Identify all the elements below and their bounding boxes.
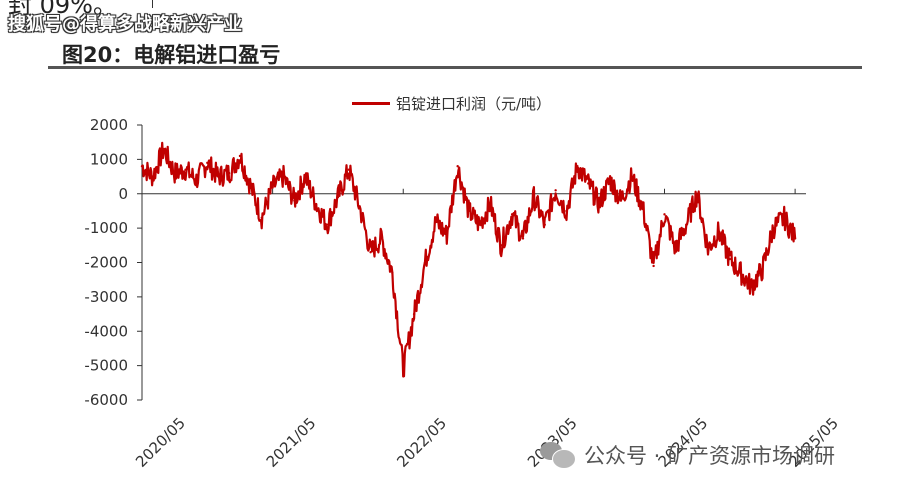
data-point [543, 223, 546, 226]
data-point [597, 202, 601, 206]
data-point [195, 178, 198, 182]
data-point [510, 213, 514, 216]
bottom-watermark: 公众号 · 矿产资源市场调研 [540, 440, 835, 470]
data-point [478, 223, 481, 226]
y-tick-label: -1000 [84, 219, 128, 237]
data-point [467, 209, 470, 213]
chart-legend: 铝锭进口利润（元/吨） [352, 93, 551, 114]
data-point [304, 175, 307, 178]
data-point [412, 312, 416, 316]
data-point [347, 168, 351, 171]
data-point [260, 216, 263, 220]
data-point [227, 171, 231, 175]
data-point [706, 247, 710, 250]
data-point [674, 247, 677, 250]
data-point [173, 171, 176, 175]
data-point [695, 192, 699, 195]
data-point [162, 147, 165, 151]
data-point [282, 175, 285, 178]
data-point [761, 268, 764, 271]
data-point [380, 237, 383, 240]
data-point [391, 271, 394, 275]
data-point [336, 195, 340, 199]
data-point [314, 202, 318, 206]
series-line [141, 141, 797, 378]
text-cursor [152, 0, 153, 8]
legend-line-swatch [352, 102, 390, 105]
data-point [445, 233, 448, 237]
data-point [216, 175, 220, 178]
data-point [434, 220, 438, 223]
y-tick-label: -4000 [84, 322, 128, 340]
data-point [630, 175, 634, 178]
data-point [783, 216, 786, 220]
data-point [750, 285, 753, 288]
data-point [772, 226, 775, 230]
data-point [184, 168, 187, 171]
y-tick-label: -2000 [84, 254, 128, 272]
data-point [151, 175, 155, 178]
data-point [206, 161, 209, 165]
y-tick-label: -6000 [84, 391, 128, 409]
data-point [369, 250, 372, 254]
y-tick-label: 1000 [90, 150, 128, 168]
wechat-icon [540, 442, 576, 469]
y-tick-label: -5000 [84, 357, 128, 375]
title-divider [48, 66, 862, 69]
legend-label: 铝锭进口利润（元/吨） [396, 95, 552, 113]
data-point [641, 206, 644, 209]
data-point [663, 213, 666, 216]
data-point [793, 237, 797, 240]
data-point [652, 264, 655, 268]
data-point [521, 237, 525, 240]
data-point [500, 244, 503, 247]
data-point [402, 367, 405, 371]
cut-off-text: 封 09%。 [8, 0, 117, 19]
x-tick-label: 2020/05 [132, 414, 189, 471]
data-point [717, 230, 721, 233]
x-tick-label: 2022/05 [393, 414, 450, 471]
data-point [619, 199, 623, 202]
y-tick-label: 2000 [90, 116, 128, 134]
data-point [576, 165, 579, 168]
y-tick-label: 0 [118, 185, 128, 203]
data-point [728, 257, 732, 261]
data-point [325, 223, 329, 226]
data-point [489, 202, 492, 206]
data-point [456, 165, 459, 168]
data-point [685, 223, 688, 226]
data-point [249, 185, 253, 189]
y-tick-label: -3000 [84, 288, 128, 306]
top-watermark: 搜狐号@得算多战略新兴产业 [8, 14, 242, 35]
data-point [238, 154, 242, 158]
data-point [358, 206, 361, 209]
data-point [587, 182, 590, 185]
data-point [532, 195, 536, 199]
data-point [140, 165, 144, 168]
data-point [608, 178, 612, 182]
data-point [271, 185, 274, 189]
bottom-watermark-text: 公众号 · 矿产资源市场调研 [584, 444, 836, 468]
data-point [565, 209, 568, 213]
data-point [293, 199, 296, 202]
data-point [739, 271, 742, 275]
figure-title: 图20：电解铝进口盈亏 [62, 43, 281, 67]
x-tick-label: 2021/05 [263, 414, 320, 471]
data-point [423, 261, 427, 264]
data-point [554, 189, 557, 192]
